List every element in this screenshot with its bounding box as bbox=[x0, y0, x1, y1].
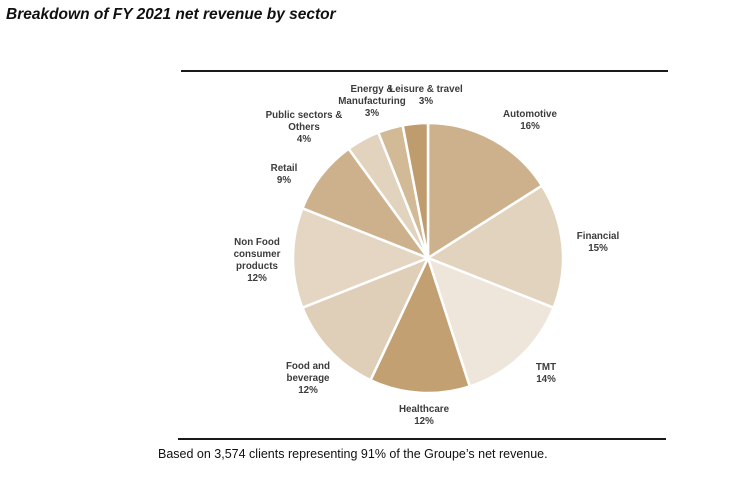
slice-label-line: Public sectors & bbox=[266, 110, 343, 121]
slice-label-line: 12% bbox=[298, 385, 318, 396]
slice-label-line: beverage bbox=[286, 373, 330, 384]
slice-label-line: Energy & bbox=[350, 84, 393, 95]
slice-label-line: Non Food bbox=[234, 237, 280, 248]
slice-label-line: products bbox=[236, 261, 278, 272]
slice-label-line: Others bbox=[288, 122, 320, 133]
top-rule bbox=[181, 70, 668, 72]
slice-label-line: Manufacturing bbox=[338, 96, 406, 107]
slice-label-line: 3% bbox=[365, 108, 379, 119]
slice-label-line: 4% bbox=[297, 134, 311, 145]
pie-slice-leisure-travel bbox=[401, 121, 430, 260]
slice-label-automotive: Automotive 16% bbox=[503, 109, 557, 132]
slice-label-line: Retail bbox=[271, 163, 298, 174]
bottom-rule bbox=[178, 438, 666, 440]
slice-label-line: consumer bbox=[234, 249, 281, 260]
slice-label-energy-manufacturing: Energy & Manufacturing 3% bbox=[338, 84, 406, 119]
slice-label-line: 14% bbox=[536, 374, 556, 385]
pie-slice-automotive bbox=[426, 121, 544, 260]
footnote: Based on 3,574 clients representing 91% … bbox=[158, 447, 548, 461]
slice-label-financial: Financial 15% bbox=[577, 231, 620, 254]
slice-label-line: Financial bbox=[577, 231, 620, 242]
slice-label-tmt: TMT 14% bbox=[536, 362, 556, 385]
slice-label-line: 9% bbox=[277, 175, 291, 186]
slice-label-line: TMT bbox=[536, 362, 556, 373]
slice-label-line: Healthcare bbox=[399, 404, 450, 415]
pie-slice-healthcare bbox=[369, 256, 471, 395]
pie-slice-non-food-consumer-products bbox=[291, 207, 430, 309]
slice-label-non-food-consumer-products: Non Food consumer products 12% bbox=[234, 237, 281, 284]
slice-label-line: 15% bbox=[588, 243, 608, 254]
slice-label-public-sectors-others: Public sectors & Others 4% bbox=[266, 110, 343, 145]
slice-label-healthcare: Healthcare 12% bbox=[399, 404, 450, 427]
slice-label-leisure-travel: Leisure & travel 3% bbox=[389, 84, 463, 107]
pie-slices bbox=[291, 121, 565, 395]
slice-label-line: 12% bbox=[414, 416, 434, 427]
chart-title: Breakdown of FY 2021 net revenue by sect… bbox=[6, 6, 336, 23]
slice-label-food-and-beverage: Food and beverage 12% bbox=[286, 361, 330, 396]
pie-labels: Automotive 16% Financial 15% TMT 14% Healthcar… bbox=[234, 84, 620, 427]
slice-label-line: 16% bbox=[520, 121, 540, 132]
slice-label-retail: Retail 9% bbox=[271, 163, 298, 186]
pie-slice-food-and-beverage bbox=[301, 256, 430, 382]
slice-label-line: 12% bbox=[247, 273, 267, 284]
slice-label-line: Leisure & travel bbox=[389, 84, 463, 95]
slice-label-line: Food and bbox=[286, 361, 330, 372]
slice-label-line: 3% bbox=[419, 96, 433, 107]
slice-label-line: Automotive bbox=[503, 109, 557, 120]
pie-slice-financial bbox=[426, 184, 565, 309]
